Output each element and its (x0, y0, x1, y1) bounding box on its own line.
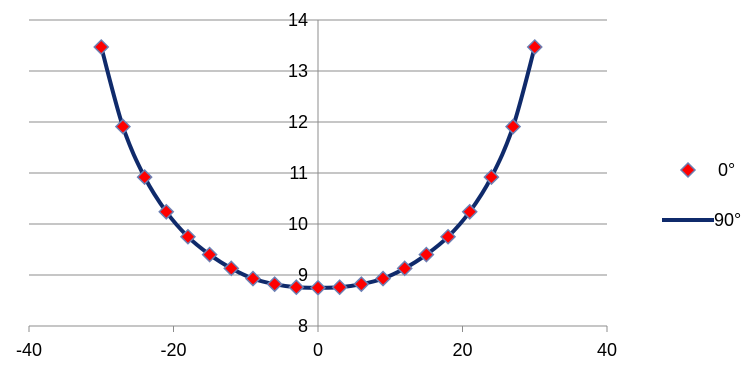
data-point-0deg-15 (418, 246, 435, 263)
legend: 0° 90° (662, 160, 741, 230)
y-tick-label-11: 11 (289, 163, 308, 183)
data-point-0deg-20 (526, 38, 543, 56)
y-tick-label-10: 10 (288, 214, 308, 234)
data-point-0deg-13 (374, 270, 392, 287)
legend-label-0: 0° (718, 160, 735, 180)
data-point-0deg-7 (244, 270, 262, 287)
data-point-0deg-10 (309, 279, 327, 296)
data-point-0deg-16 (439, 228, 457, 245)
data-point-0deg-5 (201, 246, 218, 263)
y-tick-label-8: 8 (298, 316, 308, 336)
data-point-0deg-19 (505, 118, 522, 135)
data-point-0deg-1 (114, 118, 131, 135)
legend-item-0: 0° (679, 160, 735, 180)
series-0-markers-group (93, 38, 543, 296)
data-point-0deg-14 (396, 260, 413, 277)
data-point-0deg-3 (158, 203, 175, 220)
x-tick-label-0: 0 (313, 340, 323, 360)
data-point-0deg-17 (461, 203, 478, 220)
data-point-0deg-2 (136, 169, 153, 186)
data-point-0deg-4 (179, 228, 197, 245)
x-tick-label-40: 40 (597, 340, 617, 360)
x-tick-label--20: -20 (160, 340, 186, 360)
data-point-0deg-9 (288, 279, 305, 296)
data-point-0deg-12 (353, 276, 370, 293)
tick-labels: -40 -20 0 20 40 8 9 10 11 12 13 14 (16, 10, 617, 360)
y-tick-label-12: 12 (288, 112, 308, 132)
y-tick-label-14: 14 (288, 10, 308, 30)
data-point-0deg-0 (93, 38, 110, 56)
data-point-0deg-11 (331, 279, 348, 296)
legend-marker-diamond (679, 161, 697, 179)
axes (28, 19, 608, 332)
data-point-0deg-8 (266, 276, 283, 293)
y-tick-label-9: 9 (298, 265, 308, 285)
legend-item-90: 90° (662, 210, 741, 230)
y-tick-label-13: 13 (288, 61, 308, 81)
legend-label-90: 90° (714, 210, 741, 230)
x-tick-label-20: 20 (452, 340, 472, 360)
data-point-0deg-6 (223, 260, 240, 277)
data-point-0deg-18 (483, 169, 500, 186)
x-tick-label--40: -40 (16, 340, 42, 360)
